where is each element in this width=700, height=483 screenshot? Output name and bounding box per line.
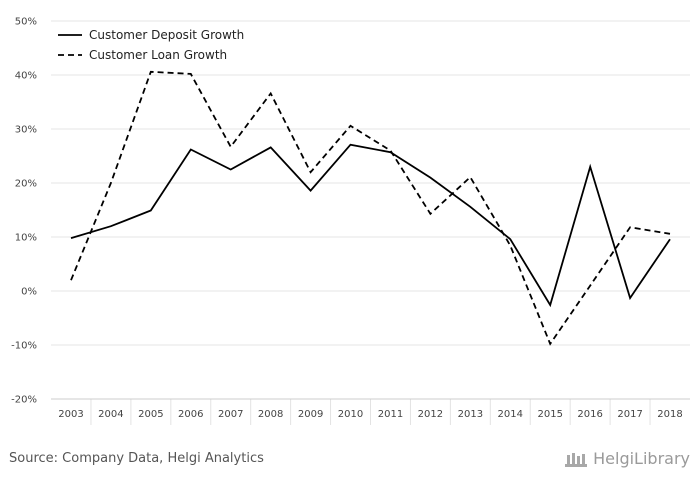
series-lines [70,70,671,346]
y-tick-label: 30% [15,125,37,136]
y-tick-label: 50% [15,17,37,28]
x-tick-label: 2008 [258,409,283,420]
x-tick-label: 2009 [298,409,323,420]
x-tick-label: 2018 [657,409,682,420]
x-tick-label: 2003 [58,409,83,420]
x-tick-label: 2016 [577,409,602,420]
y-tick-label: 40% [15,71,37,82]
x-tick-label: 2011 [378,409,403,420]
source-note: Source: Company Data, Helgi Analytics [9,451,264,466]
x-tick-label: 2010 [338,409,363,420]
x-axis-ticks: 2003 2004 2005 2006 2007 2008 2009 2010 2011 2012… [58,399,683,425]
y-tick-label: 0% [21,287,37,298]
x-tick-label: 2006 [178,409,203,420]
y-tick-label: -10% [11,341,37,352]
y-tick-label: 10% [15,233,37,244]
x-tick-label: 2015 [537,409,562,420]
brand-logo: HelgiLibrary [563,448,690,468]
legend: Customer Deposit Growth Customer Loan Gro… [58,28,244,62]
x-tick-label: 2017 [617,409,642,420]
x-tick-label: 2014 [498,409,523,420]
series-line-deposit-growth [70,143,671,308]
x-tick-label: 2007 [218,409,243,420]
x-tick-label: 2004 [98,409,123,420]
y-tick-label: -20% [11,395,37,406]
x-tick-label: 2005 [138,409,163,420]
y-tick-label: 20% [15,179,37,190]
series-line-loan-growth [70,70,671,346]
gridlines [51,20,690,400]
legend-label: Customer Loan Growth [89,48,227,62]
legend-label: Customer Deposit Growth [89,28,244,42]
brand-name: HelgiLibrary [593,448,690,468]
x-tick-label: 2012 [418,409,443,420]
library-icon [565,453,588,467]
x-tick-label: 2013 [458,409,483,420]
line-chart: -20%-10%0%10%20%30%40%50% 2003 2004 2005 20… [11,17,690,425]
y-axis-ticks: -20% -10% 0% 10% 20% 30% 40% 50% [11,17,37,406]
